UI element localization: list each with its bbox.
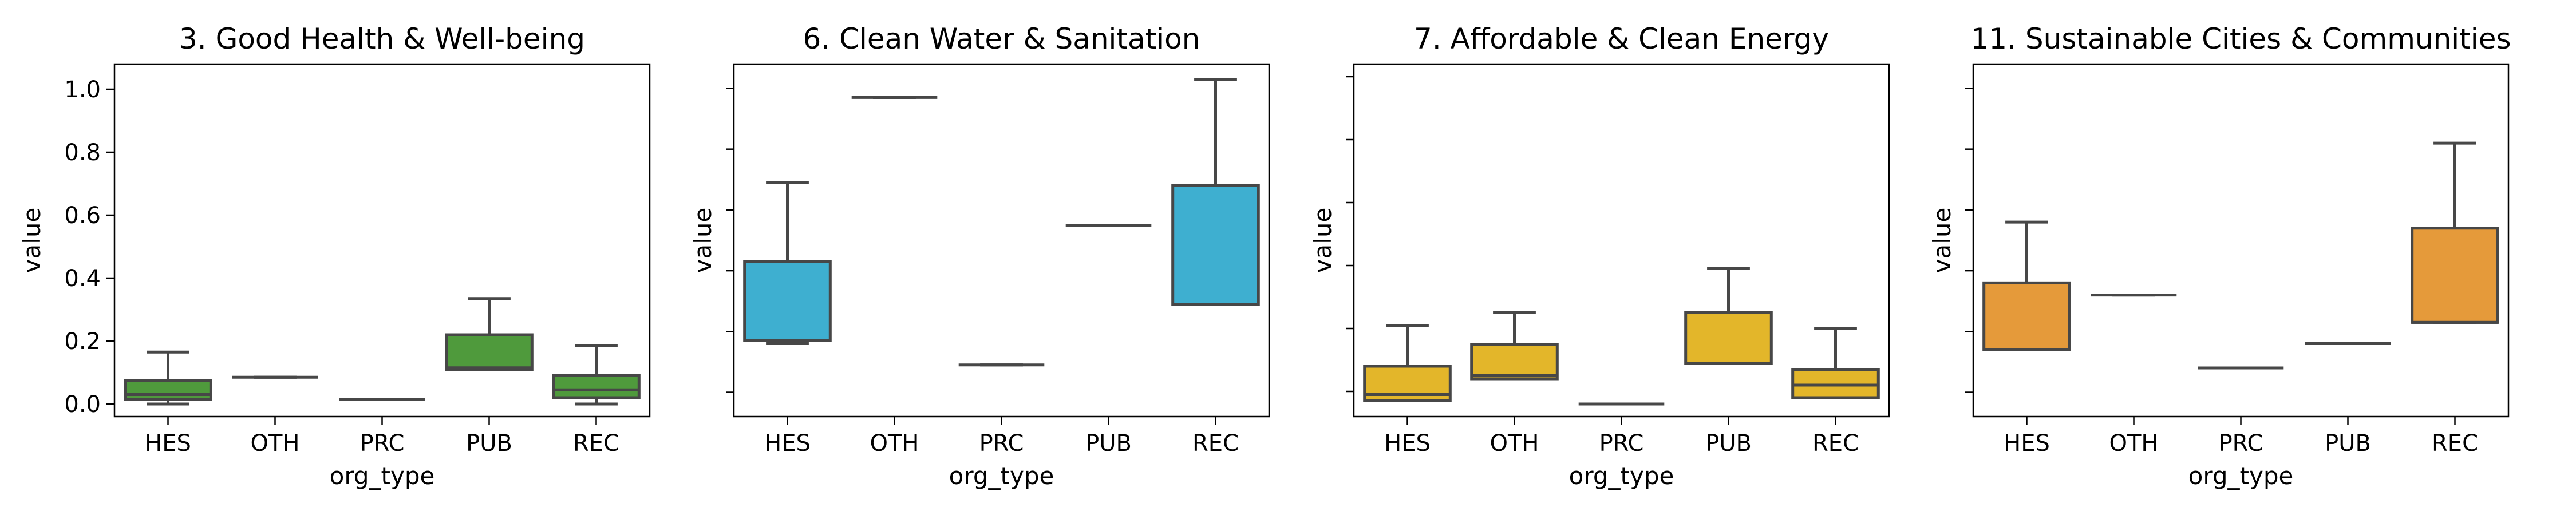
x-tick-label: PRC <box>2219 430 2263 457</box>
x-tick-label: PUB <box>2325 430 2371 457</box>
x-tick-label: PUB <box>1085 430 1132 457</box>
box-hes <box>124 379 212 401</box>
box-pub <box>1684 311 1773 365</box>
box-rec <box>552 374 641 399</box>
x-tick-label: REC <box>573 430 619 457</box>
chart-panel-1: 3. Good Health & Well-being 0.0 0.2 0.4 0.6 0… <box>18 22 651 490</box>
y-tick-label: 0.4 <box>64 266 101 292</box>
box-hes <box>1982 281 2071 351</box>
y-tick-label: 0.8 <box>64 140 101 166</box>
x-tick-label: OTH <box>2109 430 2159 457</box>
x-tick-label: OTH <box>870 430 919 457</box>
box-rec <box>1171 184 1260 306</box>
y-tick-label: 0.2 <box>64 328 101 355</box>
y-tick-label: 1.0 <box>64 77 101 103</box>
x-tick-label: PRC <box>979 430 1024 457</box>
y-tick-label: 0.0 <box>64 391 101 418</box>
y-axis-label: value <box>1309 208 1337 274</box>
box-rec <box>2411 227 2499 324</box>
box-rec <box>1791 368 1880 399</box>
chart-panel-4: 11. Sustainable Cities & Communities valu… <box>1928 22 2511 490</box>
x-tick-label: HES <box>1384 430 1431 457</box>
y-axis-label: value <box>18 208 46 274</box>
chart-panel-2: 6. Clean Water & Sanitation value HES OTH PR… <box>689 22 1270 490</box>
x-tick-label: REC <box>2432 430 2478 457</box>
box-pub <box>445 333 534 371</box>
x-tick-label: PUB <box>1705 430 1752 457</box>
x-tick-label: HES <box>2004 430 2050 457</box>
x-tick-label: REC <box>1812 430 1859 457</box>
chart-title: 6. Clean Water & Sanitation <box>803 22 1200 56</box>
x-tick-label: PUB <box>466 430 512 457</box>
chart-title: 3. Good Health & Well-being <box>179 22 585 56</box>
plot-frame <box>113 63 651 418</box>
box-hes <box>743 260 832 342</box>
chart-title: 7. Affordable & Clean Energy <box>1414 22 1829 56</box>
x-tick-label: OTH <box>251 430 300 457</box>
x-tick-label: OTH <box>1490 430 1539 457</box>
x-tick-label: HES <box>145 430 191 457</box>
plot-frame <box>1353 63 1890 418</box>
chart-panel-3: 7. Affordable & Clean Energy value HES OTH P… <box>1309 22 1890 490</box>
x-tick-label: REC <box>1192 430 1239 457</box>
x-axis-label: org_type <box>1569 462 1674 490</box>
box-oth <box>1470 343 1559 381</box>
y-axis-label: value <box>689 208 717 274</box>
x-axis-label: org_type <box>330 462 435 490</box>
chart-title: 11. Sustainable Cities & Communities <box>1970 22 2511 56</box>
x-tick-label: HES <box>764 430 811 457</box>
x-axis-label: org_type <box>949 462 1054 490</box>
x-axis-label: org_type <box>2188 462 2294 490</box>
x-tick-label: PRC <box>360 430 405 457</box>
y-axis-label: value <box>1928 208 1956 274</box>
y-tick-label: 0.6 <box>64 203 101 229</box>
x-tick-label: PRC <box>1599 430 1644 457</box>
